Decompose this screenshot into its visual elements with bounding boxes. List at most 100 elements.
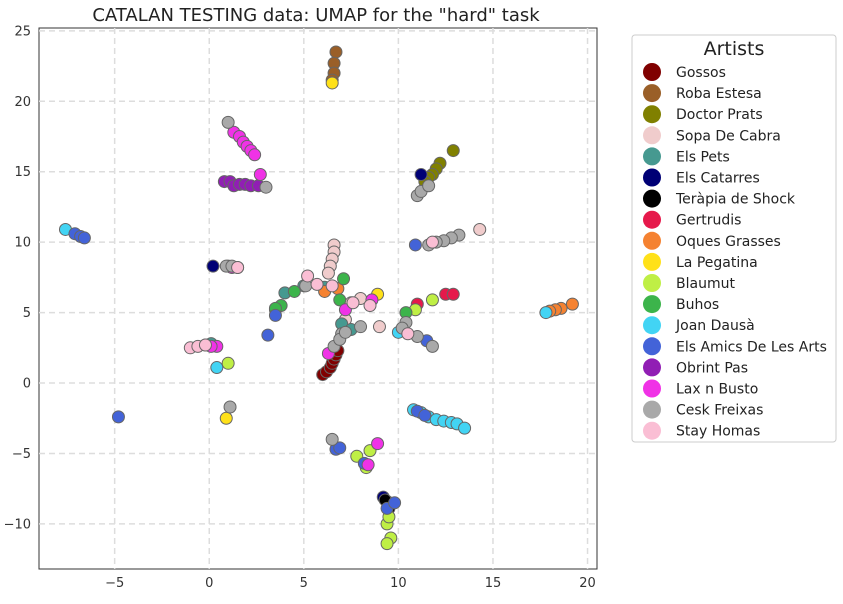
y-tick-label: −5 <box>12 447 31 462</box>
point-cesk-freixas <box>425 339 439 353</box>
point-sopa-de-cabra <box>372 320 386 334</box>
x-tick-label: 10 <box>390 576 407 591</box>
point-cesk-freixas <box>259 180 273 194</box>
point-lax-n-busto <box>248 148 262 162</box>
legend-marker-cesk-freixas <box>643 400 661 419</box>
legend-marker-gertrudis <box>643 210 661 229</box>
point-cesk-freixas <box>223 400 237 414</box>
point-stay-homas <box>401 327 415 341</box>
point-els-catarres <box>414 168 428 182</box>
legend-label-oques-grasses: Oques Grasses <box>676 234 781 250</box>
point-els-amics-de-les-arts <box>418 408 432 422</box>
point-doctor-prats <box>446 144 460 158</box>
y-tick-label: 15 <box>14 165 31 180</box>
grid-lines <box>39 28 597 569</box>
point-sopa-de-cabra <box>473 222 487 236</box>
point-joan-daus- <box>539 306 553 320</box>
point-blaumut <box>425 293 439 307</box>
point-stay-homas <box>346 296 360 310</box>
plot-frame <box>38 27 598 570</box>
point-cesk-freixas <box>354 320 368 334</box>
legend-marker-la-pegatina <box>643 252 661 271</box>
point-els-amics-de-les-arts <box>388 496 402 510</box>
scatter-points <box>58 45 579 551</box>
x-tick-label: 5 <box>300 576 308 591</box>
point-stay-homas <box>310 277 324 291</box>
legend-marker-obrint-pas <box>643 358 661 377</box>
point-la-pegatina <box>325 76 339 90</box>
point-lax-n-busto <box>361 458 375 472</box>
legend-marker-roba-estesa <box>643 84 661 103</box>
legend-marker-els-amics-de-les-arts <box>643 337 661 356</box>
point-gertrudis <box>446 287 460 301</box>
legend-label-gertrudis: Gertrudis <box>676 213 741 229</box>
legend-label-lax-n-busto: Lax n Busto <box>676 382 758 398</box>
legend-label-els-catarres: Els Catarres <box>676 171 760 187</box>
point-stay-homas <box>363 299 377 313</box>
legend: Artists Gossos Roba Estesa Doctor Prats Sop… <box>631 34 837 443</box>
legend-label-ter-pia-de-shock: Teràpia de Shock <box>675 192 796 208</box>
point-lax-n-busto <box>371 437 385 451</box>
point-roba-estesa <box>329 45 343 59</box>
point-sopa-de-cabra <box>321 266 335 280</box>
legend-marker-gossos <box>643 63 661 81</box>
legend-label-sopa-de-cabra: Sopa De Cabra <box>676 128 781 144</box>
point-la-pegatina <box>219 411 233 425</box>
x-tick-label: 0 <box>205 576 213 591</box>
legend-label-roba-estesa: Roba Estesa <box>676 86 762 102</box>
legend-label-buhos: Buhos <box>676 297 719 313</box>
y-tick-label: 0 <box>23 377 31 392</box>
legend-marker-blaumut <box>643 274 661 292</box>
legend-label-gossos: Gossos <box>676 65 726 81</box>
axis-ticks: −5 0 5 10 15 20 −10 −5 0 5 10 15 20 25 <box>4 24 596 591</box>
y-tick-label: 20 <box>14 95 31 110</box>
point-joan-daus- <box>458 421 472 435</box>
legend-label-doctor-prats: Doctor Prats <box>676 107 763 123</box>
legend-marker-joan-daus- <box>643 316 661 335</box>
point-buhos <box>287 284 301 298</box>
point-stay-homas <box>301 269 315 283</box>
point-els-amics-de-les-arts <box>268 308 282 322</box>
point-buhos <box>333 293 347 307</box>
legend-label-la-pegatina: La Pegatina <box>676 255 758 271</box>
x-tick-label: 15 <box>485 576 502 591</box>
point-stay-homas <box>198 338 212 352</box>
point-cesk-freixas <box>221 115 235 129</box>
legend-title: Artists <box>704 38 765 60</box>
legend-marker-lax-n-busto <box>643 379 661 398</box>
legend-label-els-amics-de-les-arts: Els Amics De Les Arts <box>676 339 827 355</box>
legend-label-els-pets: Els Pets <box>676 149 730 165</box>
point-oques-grasses <box>565 297 579 311</box>
y-tick-label: −10 <box>4 517 31 532</box>
y-tick-label: 10 <box>14 236 31 251</box>
legend-marker-doctor-prats <box>643 105 661 124</box>
point-stay-homas <box>425 235 439 249</box>
legend-label-joan-daus-: Joan Dausà <box>675 318 755 334</box>
point-els-amics-de-les-arts <box>111 410 125 424</box>
point-blaumut <box>380 537 394 551</box>
chart-title: CATALAN TESTING data: UMAP for the "hard… <box>92 5 540 26</box>
x-tick-label: 20 <box>579 576 596 591</box>
y-tick-label: 25 <box>14 24 31 39</box>
point-lax-n-busto <box>253 168 267 182</box>
legend-marker-buhos <box>643 295 661 314</box>
legend-label-stay-homas: Stay Homas <box>676 424 760 440</box>
legend-marker-ter-pia-de-shock <box>643 189 661 208</box>
x-tick-label: −5 <box>105 576 124 591</box>
point-stay-homas <box>325 279 339 293</box>
legend-marker-els-pets <box>643 147 661 166</box>
point-cesk-freixas <box>422 179 436 193</box>
legend-box <box>631 34 837 443</box>
point-els-amics-de-les-arts <box>408 238 422 252</box>
legend-marker-oques-grasses <box>643 231 661 250</box>
point-els-catarres <box>206 259 220 273</box>
point-cesk-freixas <box>325 432 339 446</box>
point-buhos <box>337 272 351 286</box>
point-stay-homas <box>231 261 245 275</box>
legend-marker-els-catarres <box>643 168 661 187</box>
point-els-amics-de-les-arts <box>261 328 275 342</box>
y-tick-label: 5 <box>23 306 31 321</box>
point-joan-daus- <box>210 361 224 375</box>
point-els-amics-de-les-arts <box>333 441 347 455</box>
